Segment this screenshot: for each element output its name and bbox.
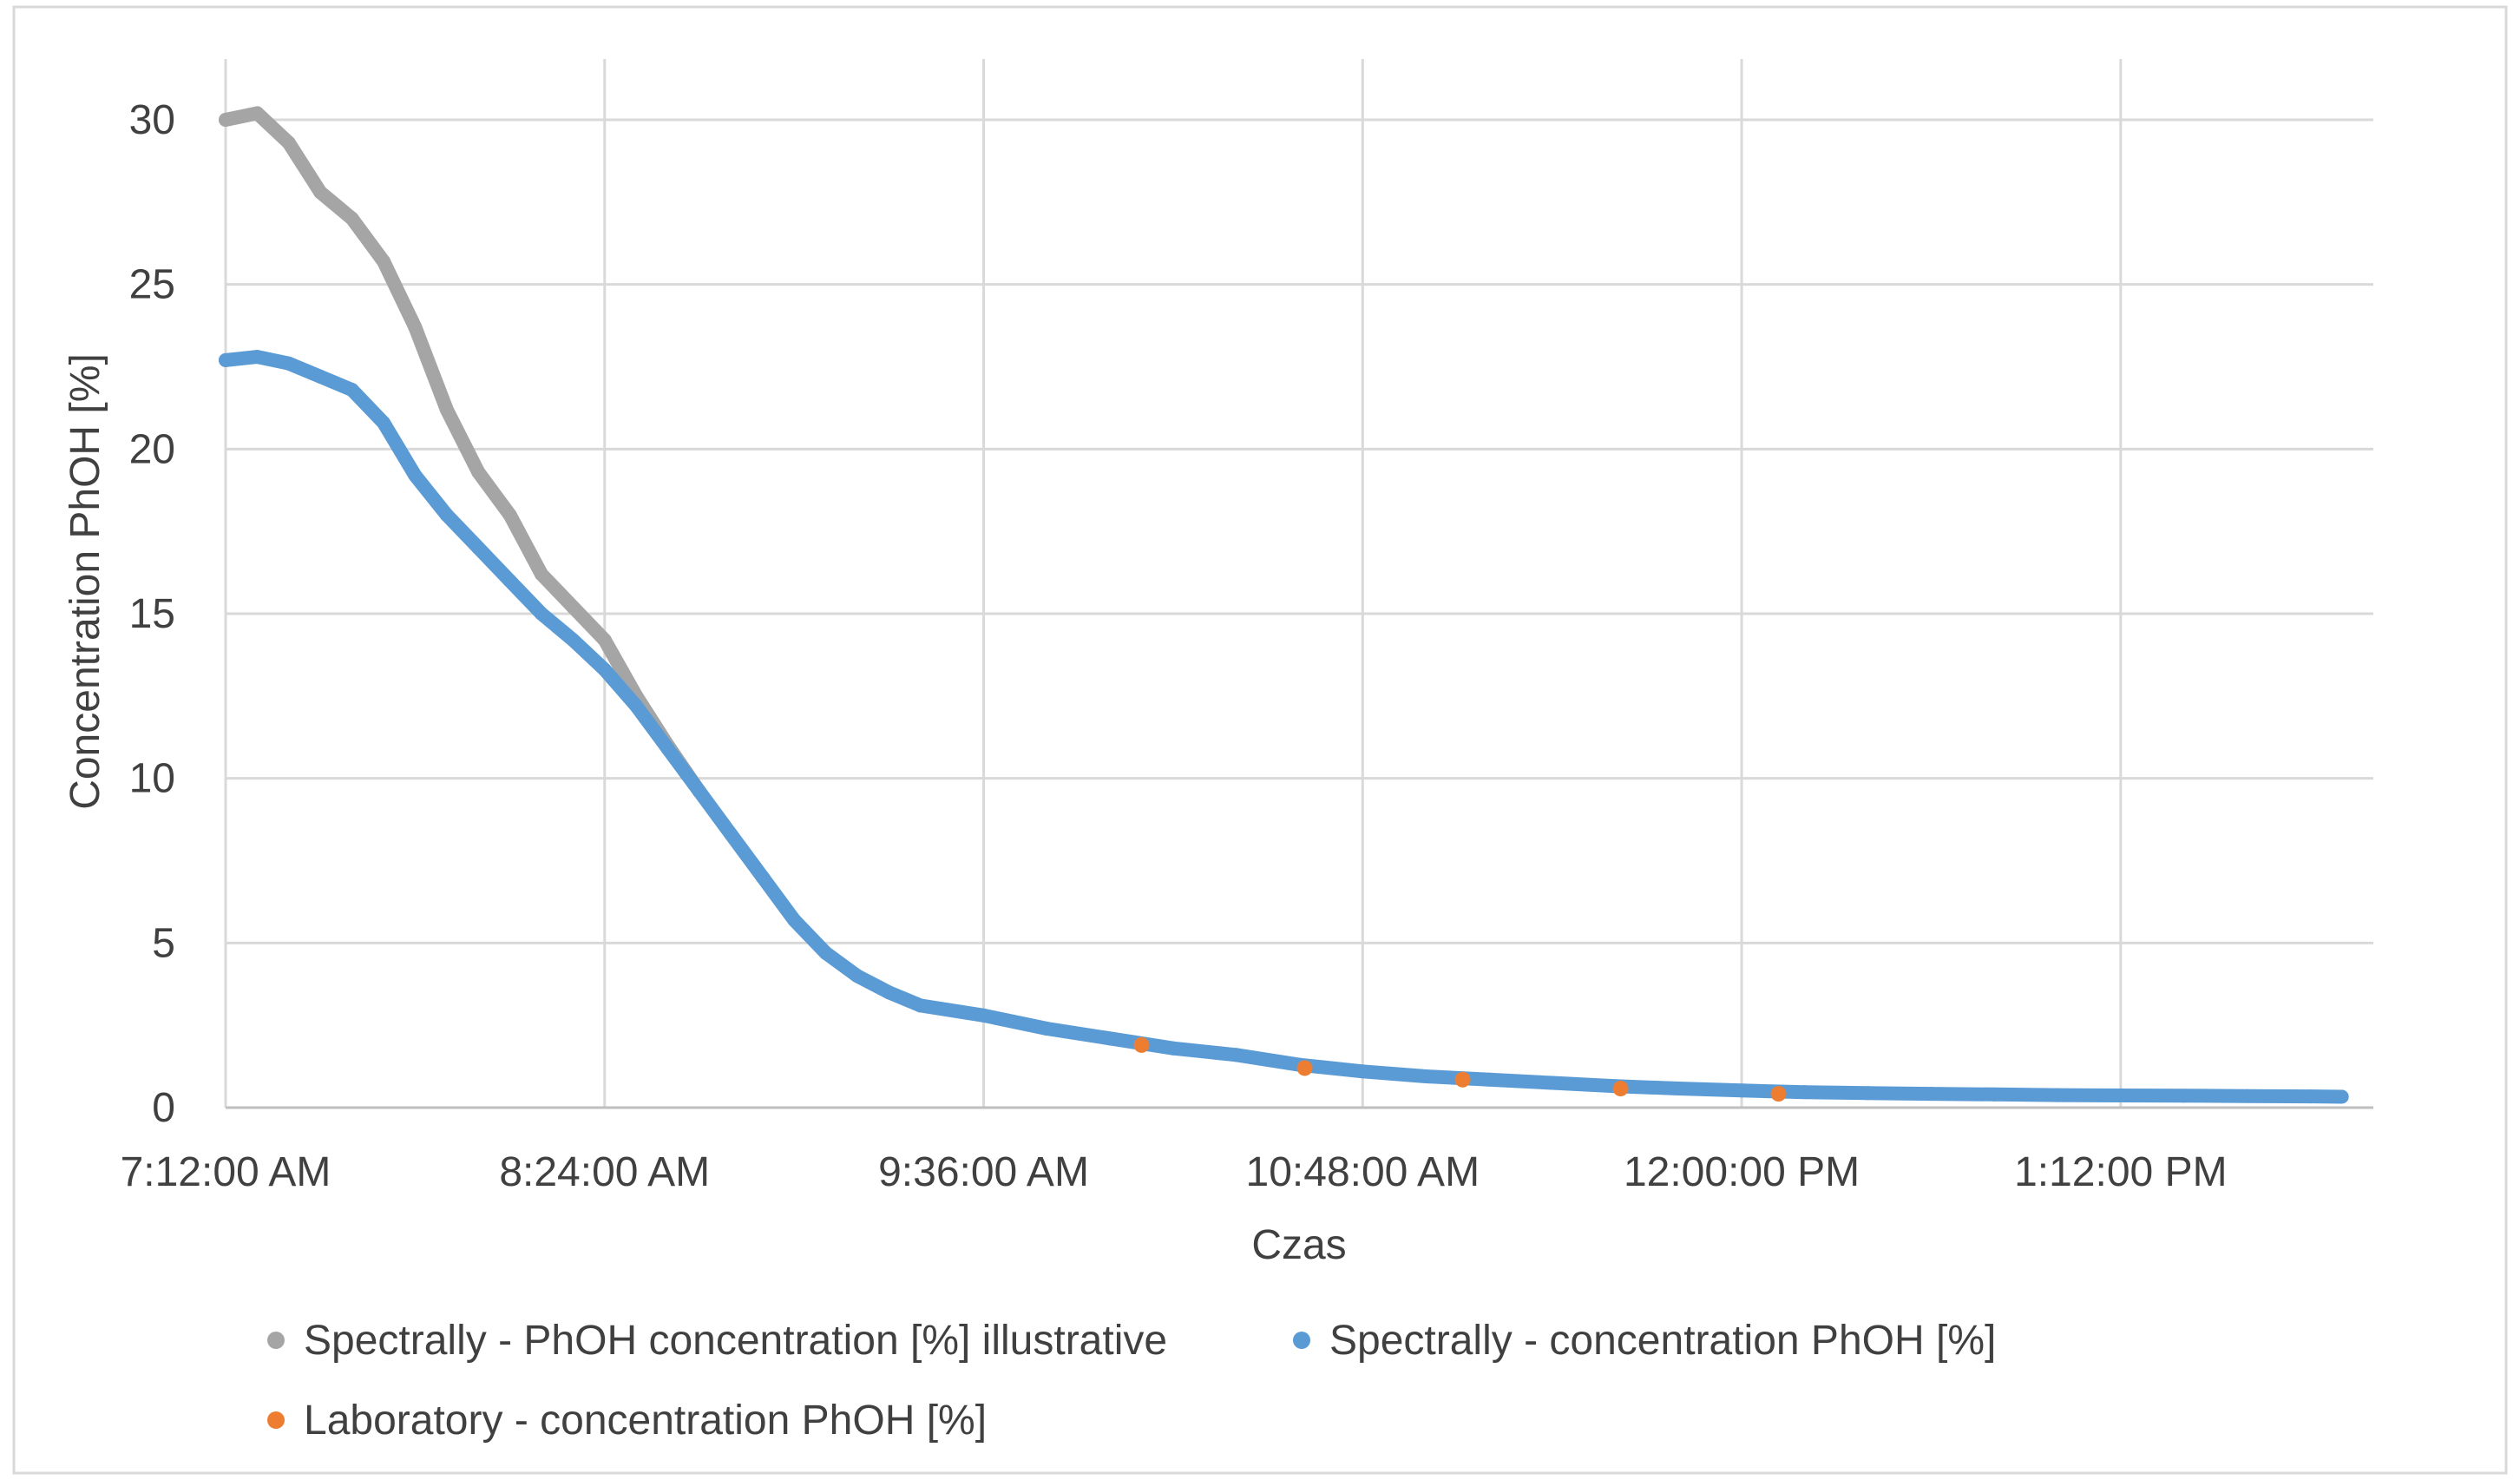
series-point xyxy=(345,383,359,398)
series-point xyxy=(408,319,423,334)
series-point xyxy=(1735,1083,1749,1098)
series-point xyxy=(471,464,486,479)
x-tick-label: 8:24:00 AM xyxy=(499,1149,710,1195)
series-point xyxy=(2051,1088,2065,1102)
series-point xyxy=(724,827,738,842)
series-point xyxy=(1481,1072,1496,1087)
series-point xyxy=(2113,1088,2128,1102)
y-axis-title: Concentration PhOH [%] xyxy=(62,353,108,810)
series-point xyxy=(2240,1089,2254,1103)
series-point xyxy=(882,985,896,1000)
legend-marker xyxy=(267,1411,285,1429)
series-point xyxy=(313,369,328,384)
series-point xyxy=(502,508,517,523)
y-tick-label: 5 xyxy=(152,920,175,966)
legend-label: Laboratory - concentration PhOH [%] xyxy=(304,1398,987,1444)
legend-item: Spectrally - concentration PhOH [%] xyxy=(1293,1318,1996,1364)
chart-frame xyxy=(12,5,2508,1475)
series-point xyxy=(660,741,675,756)
legend-marker xyxy=(267,1332,285,1349)
series-point xyxy=(345,211,359,226)
series-point xyxy=(1797,1085,1812,1100)
series-point xyxy=(376,415,390,430)
series-point xyxy=(629,699,644,714)
x-axis-title: Czas xyxy=(1251,1222,1346,1268)
series-point xyxy=(566,633,581,648)
series-point xyxy=(1987,1087,2002,1102)
series-point xyxy=(850,969,864,983)
series-point xyxy=(692,784,706,799)
series-point xyxy=(597,633,612,648)
x-tick-label: 12:00:00 PM xyxy=(1624,1149,1860,1195)
legend-item: Spectrally - PhOH concentration [%] illu… xyxy=(267,1318,1167,1364)
series-point xyxy=(1545,1075,1559,1090)
gridlines xyxy=(224,59,2373,1108)
lab-point xyxy=(1770,1086,1787,1102)
series-point xyxy=(1419,1069,1434,1083)
series-point xyxy=(1103,1031,1118,1046)
series-point xyxy=(376,254,390,269)
series-point xyxy=(502,574,517,589)
series-point xyxy=(818,945,833,960)
series-point xyxy=(2334,1089,2349,1104)
series-point xyxy=(597,662,612,677)
series-point xyxy=(219,113,233,127)
legend: Spectrally - PhOH concentration [%] illu… xyxy=(267,1318,1996,1444)
series-point xyxy=(1860,1086,1875,1101)
series-point xyxy=(2176,1089,2191,1103)
series-line xyxy=(219,106,706,799)
series-point xyxy=(1229,1048,1244,1062)
series-2 xyxy=(1133,1036,1787,1102)
series-point xyxy=(1924,1087,1939,1102)
legend-label: Spectrally - PhOH concentration [%] illu… xyxy=(304,1318,1167,1364)
legend-label: Spectrally - concentration PhOH [%] xyxy=(1329,1318,1996,1364)
lab-point xyxy=(1296,1060,1313,1076)
legend-marker xyxy=(1293,1332,1310,1349)
series-point xyxy=(2303,1089,2318,1104)
series-point xyxy=(471,541,486,556)
x-tick-label: 7:12:00 AM xyxy=(121,1149,331,1195)
series-point xyxy=(1165,1041,1180,1056)
series-point xyxy=(439,508,454,523)
y-tick-label: 25 xyxy=(129,262,175,308)
series-point xyxy=(250,106,265,121)
series-point xyxy=(219,352,233,367)
series-point xyxy=(534,607,548,621)
series-point xyxy=(1040,1021,1054,1036)
y-tick-label: 30 xyxy=(129,97,175,143)
series-line xyxy=(219,350,2349,1104)
y-tick-label: 20 xyxy=(129,426,175,472)
series-point xyxy=(250,350,265,365)
series-point xyxy=(439,402,454,417)
x-tick-label: 9:36:00 AM xyxy=(878,1149,1089,1195)
lab-point xyxy=(1133,1036,1150,1053)
series-point xyxy=(534,567,548,582)
y-tick-label: 0 xyxy=(152,1085,175,1131)
data-series xyxy=(219,106,2349,1104)
series-point xyxy=(566,600,581,615)
tick-labels: 0 5 10 15 20 25 30 7:12:00 AM 8:24:00 AM 9:36:00 … xyxy=(121,97,2228,1195)
series-point xyxy=(281,135,296,150)
y-tick-label: 10 xyxy=(129,756,175,802)
series-point xyxy=(976,1008,991,1023)
series-point xyxy=(313,185,328,200)
series-1 xyxy=(219,350,2349,1104)
series-point xyxy=(913,998,928,1013)
legend-item: Laboratory - concentration PhOH [%] xyxy=(267,1398,987,1444)
lab-point xyxy=(1454,1071,1471,1088)
series-point xyxy=(1671,1081,1686,1095)
lab-point xyxy=(1612,1080,1629,1096)
series-point xyxy=(755,870,770,885)
y-tick-label: 15 xyxy=(129,591,175,637)
series-point xyxy=(787,912,802,927)
series-point xyxy=(1355,1064,1370,1079)
x-tick-label: 1:12:00 PM xyxy=(2014,1149,2227,1195)
x-tick-label: 10:48:00 AM xyxy=(1246,1149,1480,1195)
series-point xyxy=(281,356,296,371)
series-point xyxy=(408,468,423,483)
